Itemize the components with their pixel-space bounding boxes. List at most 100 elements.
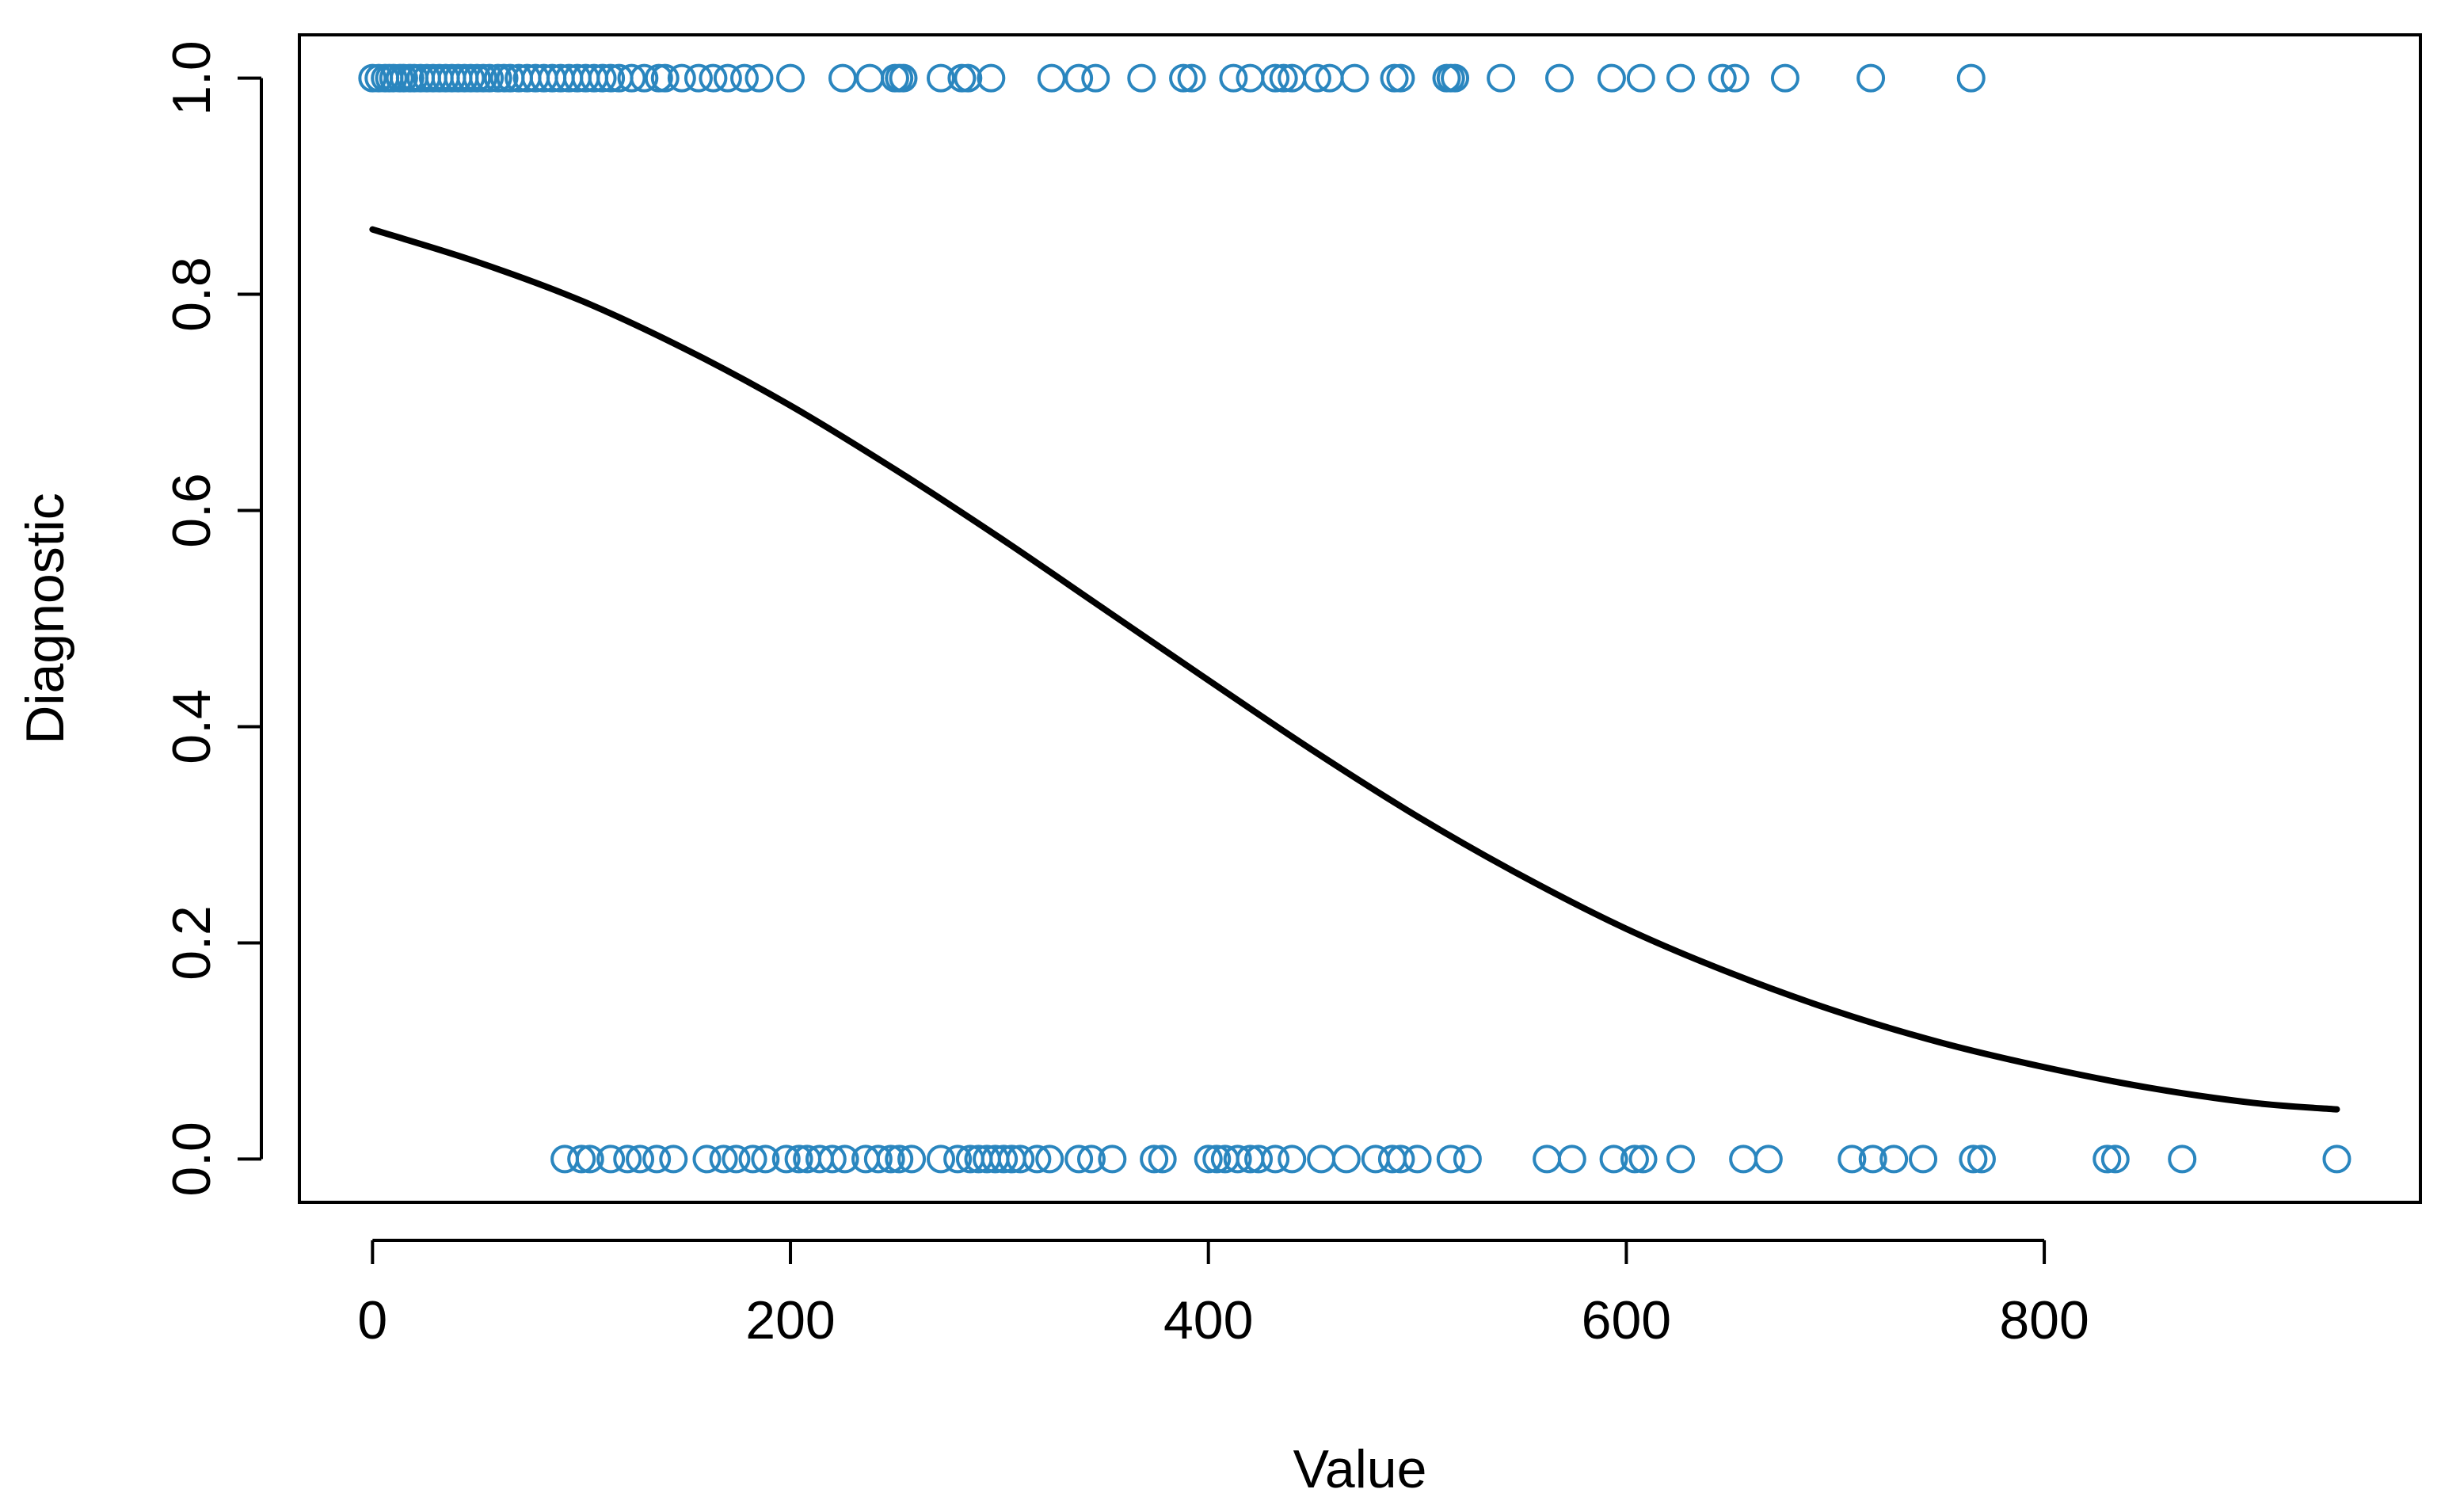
y-axis: 0.0 0.2 0.4 0.6 0.8 1.0 (162, 40, 263, 1197)
data-point (1223, 1144, 1252, 1174)
data-point (1037, 63, 1066, 93)
data-point (1236, 63, 1265, 93)
data-point (1628, 1144, 1658, 1174)
data-point (1386, 63, 1415, 93)
data-point (2093, 1144, 2122, 1174)
data-point (989, 1144, 1019, 1174)
data-point (1148, 1144, 1177, 1174)
data-point (1140, 1144, 1169, 1174)
data-point (722, 1144, 751, 1174)
data-point (828, 63, 857, 93)
data-point (1035, 1144, 1064, 1174)
x-axis: 0 200 400 600 800 (357, 1239, 2089, 1350)
data-point (897, 1144, 927, 1174)
data-point (650, 63, 680, 93)
data-point (751, 1144, 780, 1174)
y-tick-label: 0.4 (162, 689, 222, 764)
x-tick-label: 800 (1999, 1290, 2089, 1350)
data-point (1533, 1144, 1562, 1174)
data-point (1837, 1144, 1867, 1174)
data-point (830, 1144, 859, 1174)
data-point (738, 1144, 767, 1174)
data-point (1666, 63, 1695, 93)
data-point (699, 63, 728, 93)
data-point (1754, 1144, 1783, 1174)
data-point (1856, 63, 1886, 93)
data-point (943, 1144, 973, 1174)
plot-frame (298, 33, 2422, 1204)
data-point (1006, 1144, 1035, 1174)
data-point (1956, 63, 1986, 93)
data-point (1261, 1144, 1290, 1174)
data-point (1076, 1144, 1106, 1174)
y-axis-title: Diagnostic (15, 493, 75, 745)
data-point (588, 63, 617, 93)
data-point (1858, 1144, 1887, 1174)
fitted-curve-group (369, 226, 2340, 1113)
data-point (1909, 1144, 1938, 1174)
data-point (1219, 63, 1248, 93)
y-tick-label: 0.2 (162, 905, 222, 981)
data-point (1127, 63, 1156, 93)
data-point (1202, 1144, 1232, 1174)
data-point (817, 1144, 847, 1174)
data-point (1269, 63, 1298, 93)
data-point (1064, 1144, 1094, 1174)
data-point (1544, 63, 1574, 93)
data-point (684, 63, 713, 93)
data-point (977, 63, 1006, 93)
data-point (771, 1144, 801, 1174)
data-point (1098, 1144, 1127, 1174)
data-point (1967, 1144, 1996, 1174)
data-point (1194, 1144, 1223, 1174)
data-point (2100, 1144, 2130, 1174)
data-point (1770, 63, 1799, 93)
data-point (1729, 1144, 1758, 1174)
data-point (885, 1144, 914, 1174)
data-point (1331, 1144, 1361, 1174)
data-point (776, 63, 805, 93)
data-point (1064, 63, 1094, 93)
data-point (926, 63, 955, 93)
data-point (926, 1144, 955, 1174)
data-point (876, 1144, 905, 1174)
data-point (567, 1144, 596, 1174)
x-tick-label: 400 (1163, 1290, 1253, 1350)
data-point (1403, 1144, 1432, 1174)
data-point (1022, 1144, 1052, 1174)
data-point (954, 63, 983, 93)
data-point (1261, 63, 1290, 93)
data-point (1307, 1144, 1336, 1174)
scatter-points (358, 63, 2352, 1174)
data-point (863, 1144, 893, 1174)
data-point (1436, 1144, 1465, 1174)
fitted-curve (369, 226, 2340, 1113)
data-point (1620, 1144, 1649, 1174)
data-point (784, 1144, 813, 1174)
data-point (1453, 1144, 1482, 1174)
data-point (2322, 1144, 2352, 1174)
data-point (1169, 63, 1198, 93)
data-point (1959, 1144, 1988, 1174)
data-point (1177, 63, 1206, 93)
data-point (617, 63, 646, 93)
data-point (1597, 63, 1626, 93)
data-point (1708, 63, 1737, 93)
data-point (630, 63, 659, 93)
data-point (1626, 63, 1655, 93)
data-point (1666, 1144, 1695, 1174)
data-point (659, 1144, 688, 1174)
x-tick-label: 0 (357, 1290, 387, 1350)
data-point (1441, 63, 1470, 93)
data-point (626, 1144, 655, 1174)
data-point (1302, 63, 1331, 93)
data-point (855, 63, 885, 93)
y-tick-label: 0.6 (162, 473, 222, 548)
data-point (729, 63, 759, 93)
data-point (1599, 1144, 1628, 1174)
data-point (667, 63, 696, 93)
y-tick-label: 0.8 (162, 257, 222, 332)
data-point (713, 63, 742, 93)
data-point (1340, 63, 1369, 93)
